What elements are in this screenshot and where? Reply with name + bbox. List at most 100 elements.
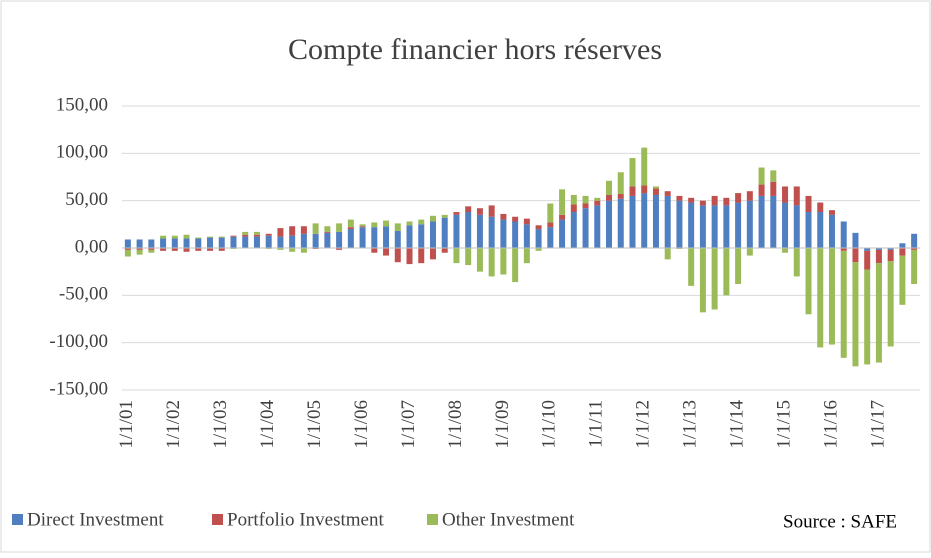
bar	[371, 227, 378, 248]
bar	[875, 263, 882, 363]
bar	[124, 248, 131, 250]
bar	[324, 231, 331, 233]
bar	[887, 261, 894, 347]
legend-label: Portfolio Investment	[227, 509, 384, 530]
x-tick-label: 1/1/13	[680, 400, 701, 449]
bar	[523, 218, 530, 225]
bar	[547, 227, 554, 248]
bar	[770, 181, 777, 196]
bar	[195, 238, 202, 248]
bar	[336, 248, 343, 250]
x-tick-label: 1/1/05	[304, 400, 325, 449]
x-tick-label: 1/1/17	[867, 400, 888, 449]
legend-swatch	[427, 514, 438, 525]
bar	[735, 193, 742, 203]
bar	[699, 248, 706, 313]
bar	[512, 221, 519, 248]
bar	[218, 248, 225, 251]
bar	[242, 234, 249, 237]
bar	[758, 167, 765, 185]
bar	[394, 248, 401, 263]
bar	[347, 227, 354, 230]
bar	[394, 230, 401, 248]
bar	[746, 191, 753, 201]
x-tick-label: 1/1/15	[773, 400, 794, 449]
bar	[160, 238, 167, 248]
bar	[887, 249, 894, 262]
bar	[652, 186, 659, 189]
bar	[723, 205, 730, 248]
bar	[688, 248, 695, 286]
bar	[887, 248, 894, 250]
bar	[394, 223, 401, 231]
bar	[840, 250, 847, 358]
bar	[723, 248, 730, 296]
bar	[735, 202, 742, 248]
bar	[641, 193, 648, 248]
bar	[582, 195, 589, 204]
legend-swatch	[12, 514, 23, 525]
bar	[864, 250, 871, 270]
bar	[617, 172, 624, 195]
bar	[453, 214, 460, 248]
bar	[429, 215, 436, 222]
bar	[207, 237, 214, 248]
bar	[441, 214, 448, 218]
bar	[828, 214, 835, 248]
bar	[371, 222, 378, 228]
bar	[559, 219, 566, 248]
bar	[535, 248, 542, 251]
y-tick-label: -100,00	[49, 331, 108, 352]
bar	[300, 248, 307, 253]
y-tick-label: 0,00	[75, 236, 108, 257]
bar	[300, 226, 307, 234]
bar	[770, 195, 777, 248]
bar	[218, 236, 225, 238]
bar	[406, 248, 413, 265]
x-tick-label: 1/1/12	[633, 400, 654, 449]
bar	[617, 194, 624, 199]
bar	[606, 194, 613, 201]
bar	[911, 248, 918, 250]
bar	[688, 202, 695, 248]
bar	[171, 235, 178, 239]
bar	[652, 194, 659, 248]
bar	[570, 204, 577, 213]
bar	[441, 248, 448, 253]
bar	[277, 236, 284, 248]
bar	[547, 222, 554, 228]
x-tick-label: 1/1/11	[586, 400, 607, 448]
legend-label: Other Investment	[442, 509, 575, 530]
bar	[383, 226, 390, 248]
bar	[676, 195, 683, 201]
bar	[606, 200, 613, 248]
bar	[347, 219, 354, 228]
bar	[230, 236, 237, 248]
bar	[641, 185, 648, 194]
bar	[911, 249, 918, 284]
bar	[723, 197, 730, 206]
bar	[336, 223, 343, 232]
bar	[418, 248, 425, 264]
bar	[523, 224, 530, 248]
bar	[242, 236, 249, 248]
x-tick-label: 1/1/09	[492, 400, 513, 449]
bar	[805, 195, 812, 213]
bar	[500, 213, 507, 220]
bar	[488, 248, 495, 277]
bar	[500, 219, 507, 248]
bar	[582, 208, 589, 248]
bar	[594, 205, 601, 248]
bar	[359, 224, 366, 227]
bar	[559, 189, 566, 215]
bar	[512, 248, 519, 283]
bar	[711, 195, 718, 206]
bar	[782, 248, 789, 253]
bar	[617, 198, 624, 248]
legend-swatch	[212, 514, 223, 525]
bar	[594, 197, 601, 201]
bar	[429, 248, 436, 260]
bar	[406, 221, 413, 226]
